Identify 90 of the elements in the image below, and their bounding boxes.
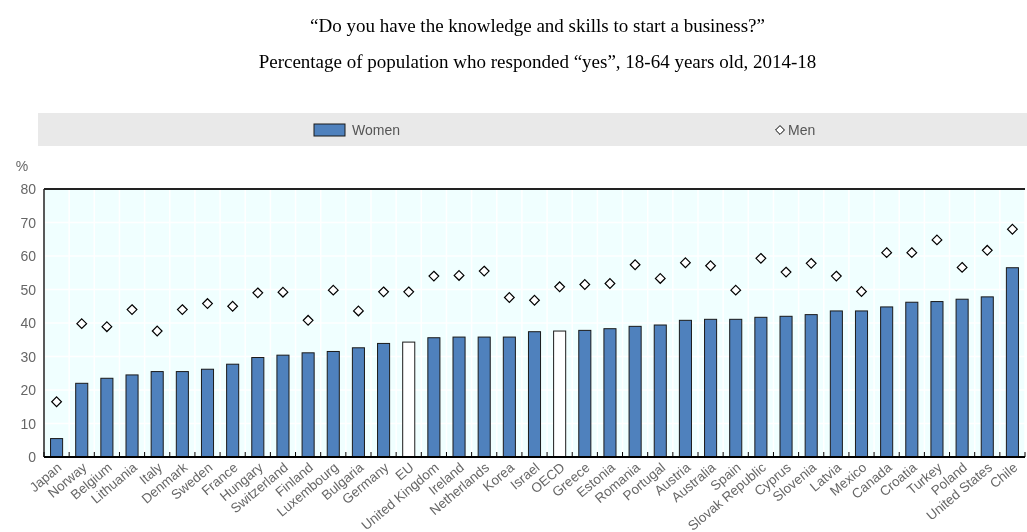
point (277, 286, 289, 298)
bar (905, 301, 919, 458)
bar (980, 296, 994, 458)
point (503, 292, 515, 303)
point (1006, 223, 1018, 235)
point (378, 286, 390, 298)
bar (427, 337, 441, 458)
point (202, 298, 213, 310)
point (352, 305, 364, 317)
point (780, 266, 792, 278)
legend-label: Women (352, 122, 400, 138)
point (755, 252, 767, 264)
bar (200, 368, 215, 458)
point (101, 321, 113, 333)
point (981, 244, 993, 256)
bar (276, 354, 290, 458)
point (327, 284, 339, 296)
y-tick-label: 80 (20, 181, 37, 197)
point (629, 259, 641, 271)
bar (502, 336, 516, 458)
point (529, 294, 540, 306)
y-axis-title: % (15, 158, 29, 174)
bar (150, 371, 164, 458)
bar (100, 377, 114, 458)
y-tick-label: 50 (20, 281, 37, 298)
point (830, 270, 842, 282)
bar (452, 336, 466, 458)
point (126, 304, 138, 316)
bar (251, 357, 265, 458)
bar (75, 382, 89, 458)
bar (829, 310, 843, 458)
y-tick-label: 20 (20, 382, 37, 398)
point (478, 265, 490, 277)
point (76, 318, 88, 330)
y-tick-label: 60 (20, 248, 37, 264)
bar (729, 318, 743, 458)
bar (704, 318, 718, 458)
bar (578, 329, 592, 458)
bar (175, 371, 189, 458)
y-tick-label: 30 (20, 348, 37, 365)
point (252, 287, 264, 299)
chart-title: “Do you have the knowledge and skills to start a business?” (310, 15, 765, 36)
point (453, 269, 465, 281)
point (730, 284, 742, 296)
point (856, 286, 867, 297)
bar (653, 324, 667, 458)
bar (930, 301, 944, 458)
chart-subtitle: Percentage of population who responded “yes”, 18-64 years old, 2014-18 (258, 51, 817, 72)
y-tick-label: 40 (20, 315, 37, 331)
bar (527, 331, 542, 458)
point (428, 270, 440, 282)
point (302, 314, 314, 326)
bar (804, 314, 818, 458)
point (705, 260, 717, 272)
point (881, 247, 893, 259)
bar (301, 352, 315, 458)
point (931, 234, 943, 246)
point (604, 278, 616, 289)
point (679, 257, 691, 269)
y-tick-label: 0 (28, 449, 37, 465)
bar (628, 325, 642, 458)
bar (125, 374, 139, 458)
point (956, 261, 968, 273)
bar (226, 363, 240, 458)
bar (1005, 267, 1019, 458)
bar (955, 298, 969, 458)
bar (326, 350, 340, 458)
bar (779, 315, 793, 458)
point (176, 304, 188, 316)
bar (678, 319, 692, 458)
point (579, 279, 591, 290)
point (51, 396, 63, 408)
point (654, 272, 666, 284)
bar (754, 316, 768, 458)
bar (854, 310, 869, 458)
point (805, 257, 817, 269)
y-tick-label: 10 (20, 415, 37, 432)
bar (603, 328, 617, 458)
point (403, 286, 415, 298)
point (151, 325, 163, 337)
bar (351, 347, 365, 458)
point (227, 300, 239, 312)
legend-label: Men (788, 122, 816, 138)
bar (477, 336, 491, 458)
bar (50, 438, 64, 458)
point (906, 247, 918, 259)
bar (880, 306, 894, 458)
bar (377, 342, 391, 458)
point (554, 281, 566, 293)
y-tick-label: 70 (20, 214, 37, 231)
